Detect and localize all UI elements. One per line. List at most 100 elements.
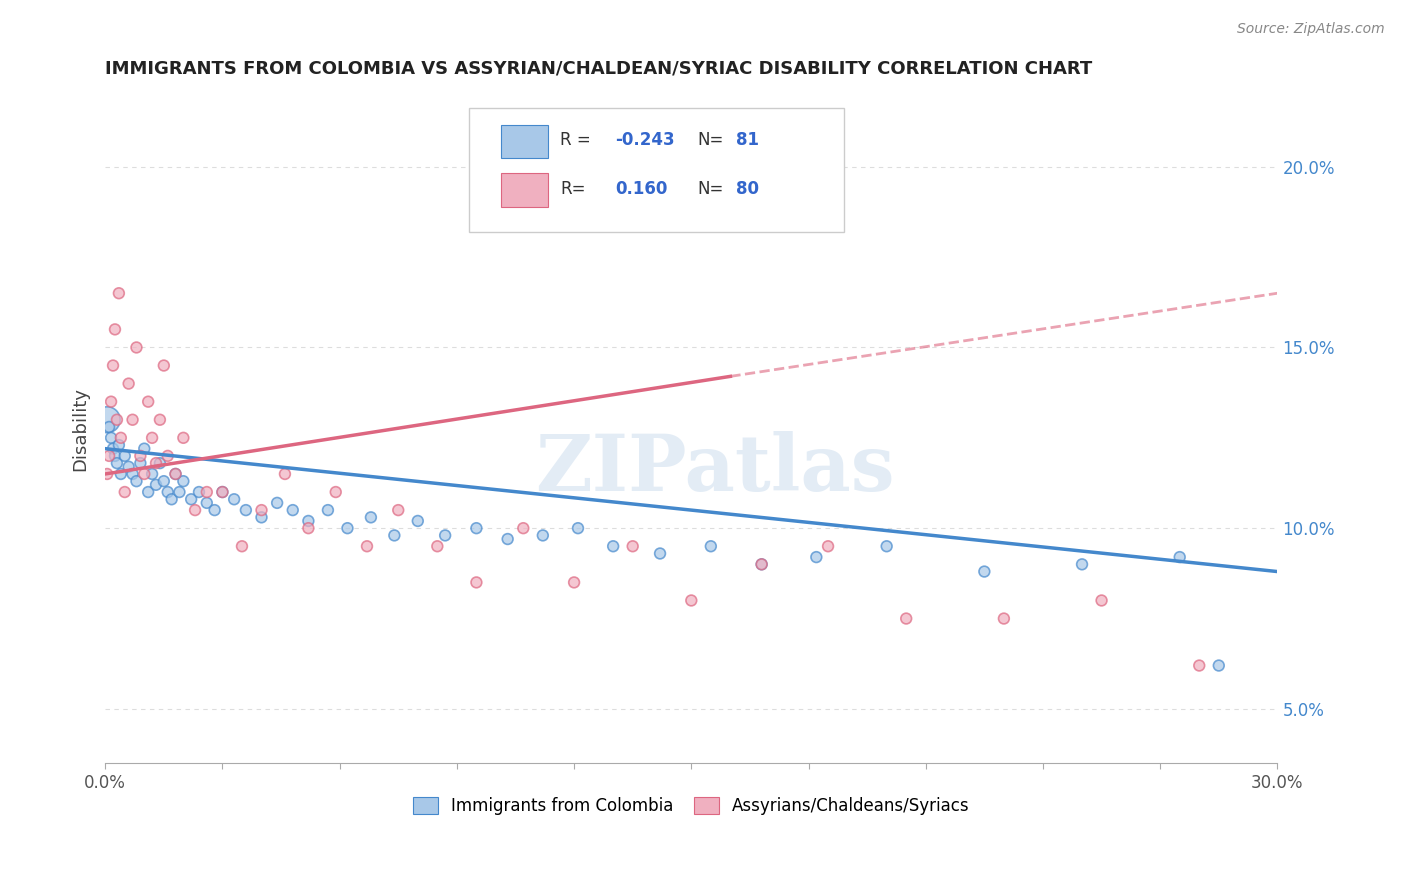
Point bbox=[426, 539, 449, 553]
Point bbox=[149, 456, 172, 470]
Point bbox=[134, 467, 156, 481]
Point bbox=[108, 286, 131, 301]
Point bbox=[567, 521, 589, 535]
Point bbox=[817, 539, 839, 553]
Point bbox=[806, 550, 828, 565]
Point bbox=[105, 413, 128, 427]
Point bbox=[751, 558, 773, 572]
Point bbox=[876, 539, 898, 553]
Point bbox=[211, 485, 233, 500]
Point bbox=[1071, 558, 1094, 572]
Point bbox=[100, 431, 122, 445]
Point bbox=[180, 492, 202, 507]
Point bbox=[896, 611, 918, 625]
Point bbox=[751, 558, 773, 572]
Point bbox=[172, 431, 194, 445]
Point bbox=[531, 528, 554, 542]
Point bbox=[134, 442, 156, 456]
Point bbox=[129, 449, 152, 463]
Point bbox=[110, 431, 132, 445]
Point bbox=[104, 322, 127, 336]
Point bbox=[153, 359, 176, 373]
Point bbox=[281, 503, 304, 517]
Point bbox=[169, 485, 191, 500]
Point bbox=[129, 456, 152, 470]
Point bbox=[160, 492, 183, 507]
Point bbox=[496, 532, 519, 546]
Point bbox=[98, 420, 121, 434]
Y-axis label: Disability: Disability bbox=[72, 387, 89, 471]
Point bbox=[110, 467, 132, 481]
Point bbox=[165, 467, 187, 481]
Point bbox=[336, 521, 359, 535]
Point bbox=[434, 528, 457, 542]
Text: 80: 80 bbox=[735, 180, 759, 198]
Legend: Immigrants from Colombia, Assyrians/Chaldeans/Syriacs: Immigrants from Colombia, Assyrians/Chal… bbox=[406, 790, 976, 822]
Text: Source: ZipAtlas.com: Source: ZipAtlas.com bbox=[1237, 22, 1385, 37]
Point bbox=[125, 341, 148, 355]
Text: N=: N= bbox=[697, 131, 724, 149]
Point bbox=[231, 539, 253, 553]
Point bbox=[172, 474, 194, 488]
Text: 81: 81 bbox=[735, 131, 759, 149]
Point bbox=[184, 503, 207, 517]
Point bbox=[96, 413, 118, 427]
Point bbox=[621, 539, 644, 553]
Point bbox=[141, 467, 163, 481]
Point bbox=[101, 442, 124, 456]
Point bbox=[156, 449, 179, 463]
Point bbox=[125, 474, 148, 488]
Point bbox=[149, 413, 172, 427]
Text: ZIPatlas: ZIPatlas bbox=[534, 431, 894, 507]
Point bbox=[297, 514, 319, 528]
Point bbox=[406, 514, 429, 528]
Point bbox=[141, 431, 163, 445]
Point bbox=[993, 611, 1015, 625]
Point bbox=[297, 521, 319, 535]
Point bbox=[648, 546, 671, 560]
Point bbox=[211, 485, 233, 500]
Point bbox=[325, 485, 347, 500]
FancyBboxPatch shape bbox=[468, 108, 844, 232]
Text: IMMIGRANTS FROM COLOMBIA VS ASSYRIAN/CHALDEAN/SYRIAC DISABILITY CORRELATION CHAR: IMMIGRANTS FROM COLOMBIA VS ASSYRIAN/CHA… bbox=[105, 60, 1092, 78]
Point bbox=[145, 478, 167, 492]
Point bbox=[165, 467, 187, 481]
Point bbox=[195, 485, 218, 500]
Point bbox=[681, 593, 703, 607]
Point bbox=[1208, 658, 1230, 673]
Point bbox=[156, 485, 179, 500]
Point bbox=[114, 485, 136, 500]
Point bbox=[118, 459, 141, 474]
Point bbox=[356, 539, 378, 553]
Point bbox=[114, 449, 136, 463]
Point bbox=[188, 485, 211, 500]
Point bbox=[145, 456, 167, 470]
Point bbox=[973, 565, 995, 579]
Point bbox=[104, 449, 127, 463]
Text: N=: N= bbox=[697, 180, 724, 198]
Point bbox=[382, 528, 405, 542]
Point bbox=[195, 496, 218, 510]
Point bbox=[387, 503, 409, 517]
Point bbox=[266, 496, 288, 510]
Point bbox=[105, 456, 128, 470]
Point bbox=[700, 539, 723, 553]
Point bbox=[100, 394, 122, 409]
Point bbox=[121, 467, 143, 481]
Point bbox=[98, 449, 121, 463]
Point bbox=[465, 521, 488, 535]
Point bbox=[1168, 550, 1191, 565]
Text: R=: R= bbox=[560, 180, 585, 198]
Point bbox=[562, 575, 585, 590]
Point bbox=[204, 503, 226, 517]
Point bbox=[96, 467, 118, 481]
Point bbox=[101, 359, 124, 373]
Point bbox=[108, 438, 131, 452]
Point bbox=[316, 503, 339, 517]
Point bbox=[1188, 658, 1211, 673]
Point bbox=[1090, 593, 1112, 607]
Text: 0.160: 0.160 bbox=[614, 180, 668, 198]
Text: R =: R = bbox=[560, 131, 591, 149]
Point bbox=[602, 539, 624, 553]
Point bbox=[274, 467, 297, 481]
